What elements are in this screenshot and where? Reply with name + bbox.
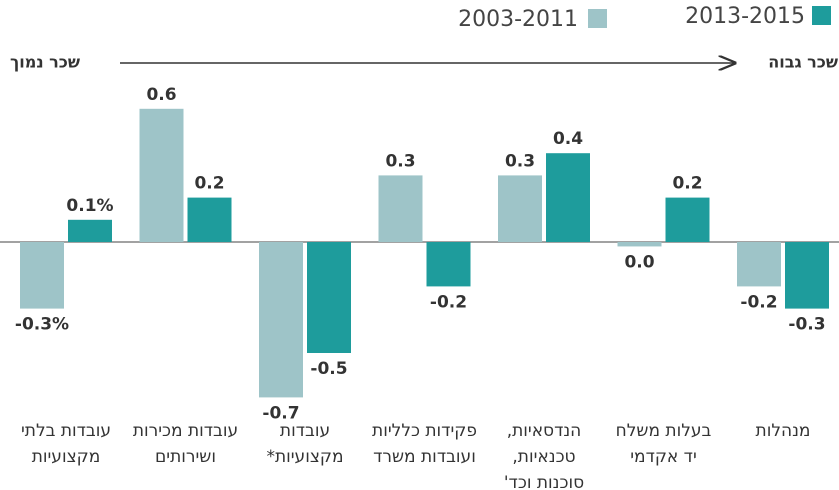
category-label: הנדסאיות,: [507, 421, 582, 441]
category-label: פקידות כלליות: [372, 421, 477, 441]
legend-swatch: [812, 6, 831, 25]
bar: [665, 197, 710, 242]
value-label: 0.3: [505, 151, 535, 171]
category-label: ושירותים: [155, 447, 216, 467]
category-label: סוכנות וכד': [504, 473, 584, 490]
value-label: 0.0: [624, 252, 654, 272]
category-label: טכנאיות,: [512, 447, 575, 467]
value-label: -0.3: [788, 315, 825, 335]
value-label: -0.7: [262, 403, 299, 423]
bar: [187, 197, 232, 242]
bar: [737, 242, 781, 287]
high-wage-label: שכר גבוה: [768, 53, 838, 72]
value-label: -0.5: [310, 359, 347, 379]
bar: [259, 242, 303, 398]
category-label: יד אקדמי: [630, 447, 697, 467]
bar: [617, 242, 662, 247]
bar: [68, 219, 112, 242]
value-label: 0.6: [146, 85, 176, 105]
bar: [20, 242, 64, 309]
category-label: ועובדות משרד: [373, 447, 476, 467]
category-label: עובדות מכירות: [133, 421, 238, 441]
category-label: בעלות משלח: [616, 421, 712, 441]
category-label: עובדות בלתי: [21, 421, 111, 441]
value-label: 0.3: [385, 151, 415, 171]
value-label: 0.4: [553, 129, 583, 149]
value-label: -0.3%: [15, 315, 69, 335]
bar: [498, 175, 542, 242]
category-label: מקצועיות: [32, 447, 101, 467]
value-label: -0.2: [740, 292, 777, 312]
category-label: מקצועיות*: [266, 447, 343, 467]
bar: [378, 175, 423, 242]
bar: [139, 108, 184, 242]
low-wage-label: שכר נמוך: [10, 53, 80, 72]
category-label: עובדות: [280, 421, 330, 441]
bar: [785, 242, 829, 309]
bar: [307, 242, 351, 353]
value-label: 0.2: [672, 174, 702, 194]
value-label: 0.2: [194, 174, 224, 194]
legend-label: 2013-2015: [685, 4, 805, 29]
bar: [426, 242, 471, 287]
legend-label: 2003-2011: [458, 7, 578, 32]
legend-swatch: [588, 9, 607, 28]
category-label: מנהלות: [756, 421, 811, 441]
bar: [546, 153, 590, 242]
value-label: -0.2: [430, 292, 467, 312]
value-label: 0.1%: [66, 196, 113, 216]
